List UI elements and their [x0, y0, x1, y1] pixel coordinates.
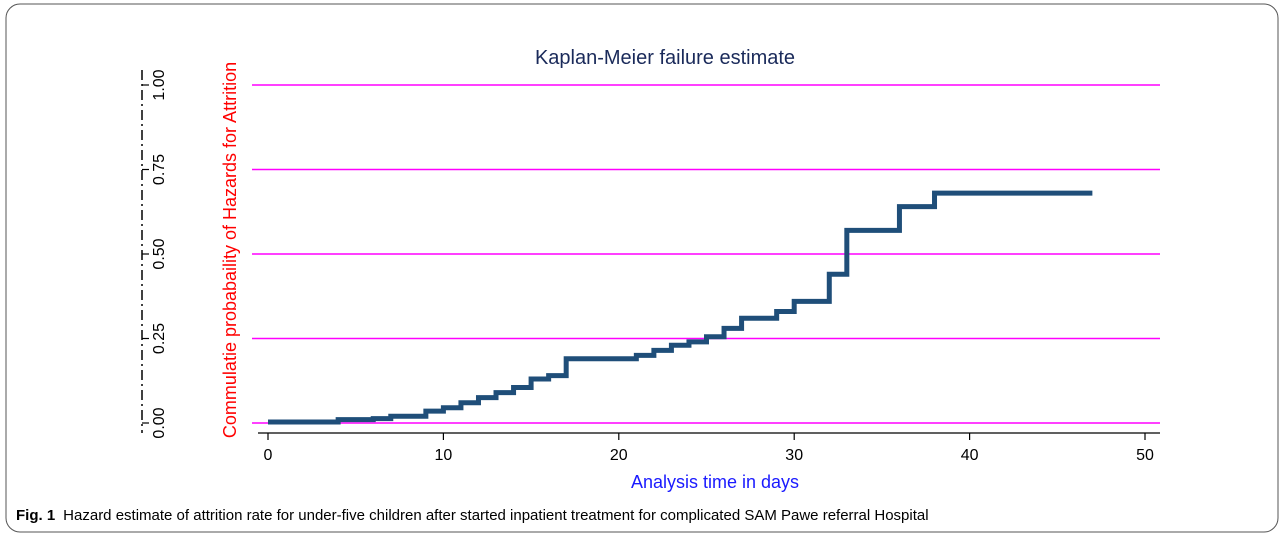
- step-line: [268, 190, 1093, 425]
- x-tick-label: 40: [961, 447, 979, 464]
- y-tick-label: 1.00: [151, 69, 168, 100]
- frame: [5, 3, 1279, 533]
- chart-title: Kaplan-Meier failure estimate: [535, 47, 795, 69]
- x-axis-title: Analysis time in days: [631, 472, 799, 492]
- y-tick-label: 0.50: [151, 238, 168, 269]
- caption: Fig. 1 Hazard estimate of attrition rate …: [16, 507, 929, 524]
- y-axis-title: Commulatie probabaility of Hazards for A…: [220, 62, 240, 438]
- x-tick-label: 10: [435, 447, 453, 464]
- y-tick-label: 0.25: [151, 323, 168, 354]
- x-tick-label: 20: [610, 447, 628, 464]
- x-tick-label: 0: [264, 447, 273, 464]
- caption-text: Hazard estimate of attrition rate for un…: [63, 507, 928, 524]
- y-tick-label: 0.75: [151, 154, 168, 185]
- x-tick-label: 30: [785, 447, 803, 464]
- caption-label: Fig. 1: [16, 507, 55, 524]
- y-tick-label: 0.00: [151, 407, 168, 438]
- x-tick-label: 50: [1136, 447, 1154, 464]
